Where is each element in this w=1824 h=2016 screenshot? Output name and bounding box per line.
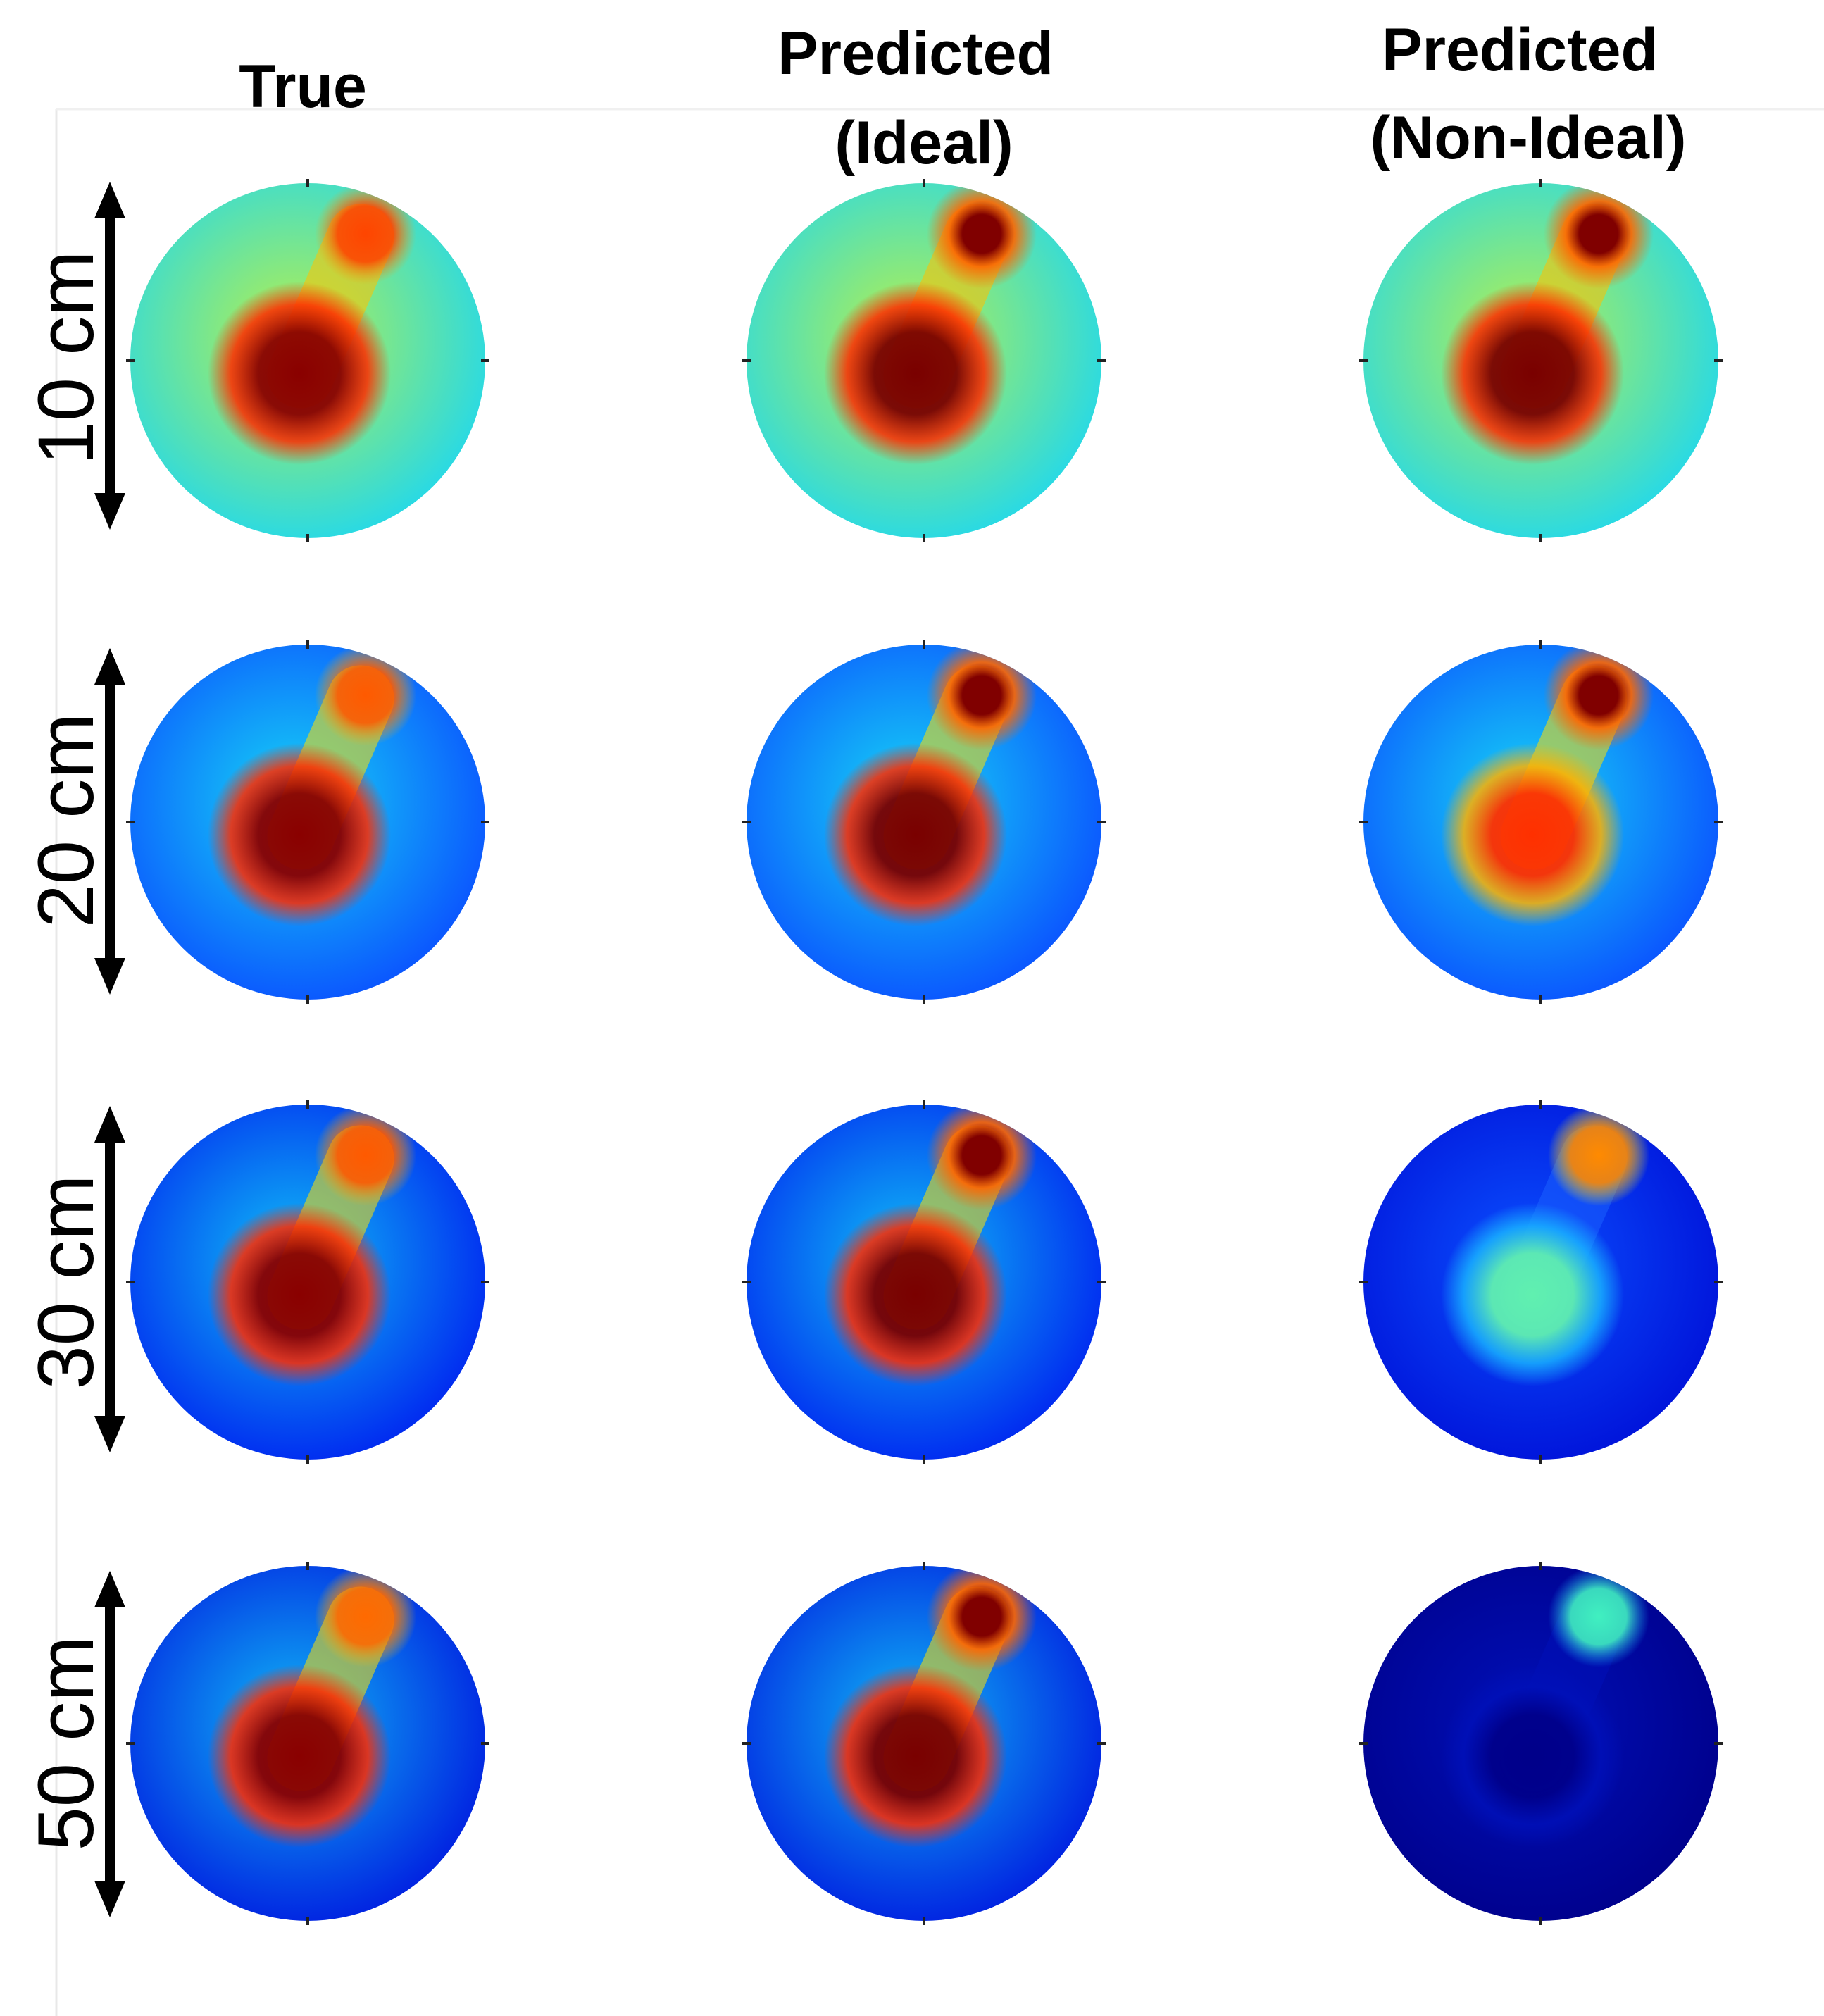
blob-small [1544, 645, 1654, 750]
heatmap-panel-30cm-predicted-non-ideal [1359, 1100, 1723, 1464]
heatmap-panel-10cm-true [126, 179, 489, 542]
heatmap-panel-30cm-predicted-ideal [742, 1100, 1106, 1464]
blob-large [208, 1203, 391, 1386]
blob-small [1544, 183, 1654, 289]
heatmap-panel-20cm-predicted-ideal [742, 640, 1106, 1004]
row-arrows [94, 182, 125, 1917]
blob-large [1441, 1203, 1624, 1386]
blob-large [208, 743, 391, 926]
blob-large [1441, 743, 1624, 926]
heatmap-panel-50cm-true [126, 1562, 489, 1925]
arrow-10cm [94, 182, 125, 530]
heatmap-panel-50cm-predicted-non-ideal [1359, 1562, 1723, 1925]
heatmap-panel-10cm-predicted-ideal [742, 179, 1106, 542]
heatmap-panel-20cm-predicted-non-ideal [1359, 640, 1723, 1004]
arrow-20cm [94, 648, 125, 995]
blob-large [824, 743, 1007, 926]
blob-small [315, 1105, 416, 1206]
heatmap-panel-30cm-true [126, 1100, 489, 1464]
column-title-predicted-non-ideal: Predicted (Non-Ideal) [1370, 16, 1686, 172]
arrow-30cm [94, 1106, 125, 1452]
blob-large [1441, 282, 1624, 465]
row-label-20cm: 20 cm [22, 714, 110, 928]
row-label-30cm: 30 cm [22, 1175, 110, 1390]
blob-large [208, 1665, 391, 1848]
heatmap-panel-50cm-predicted-ideal [742, 1562, 1106, 1925]
blob-small [315, 1566, 416, 1667]
blob-small [1548, 1566, 1649, 1667]
heatmap-panel-20cm-true [126, 640, 489, 1004]
blob-large [824, 1203, 1007, 1386]
blob-small [927, 645, 1037, 750]
row-label-10cm: 10 cm [22, 251, 110, 466]
column-title-predicted-ideal: Predicted (Ideal) [777, 20, 1070, 177]
blob-small [315, 645, 416, 746]
blob-large [208, 282, 391, 465]
blob-small [315, 183, 416, 285]
blob-small [927, 1566, 1037, 1672]
arrow-50cm [94, 1571, 125, 1917]
blob-small [927, 1105, 1037, 1210]
row-label-50cm: 50 cm [22, 1636, 110, 1851]
heatmap-panel-10cm-predicted-non-ideal [1359, 179, 1723, 542]
panel-grid [126, 179, 1723, 1925]
blob-large [1441, 1665, 1624, 1848]
blob-large [824, 1665, 1007, 1848]
column-title-true: True [239, 53, 367, 120]
blob-small [927, 183, 1037, 289]
blob-small [1548, 1105, 1649, 1206]
blob-large [824, 282, 1007, 465]
